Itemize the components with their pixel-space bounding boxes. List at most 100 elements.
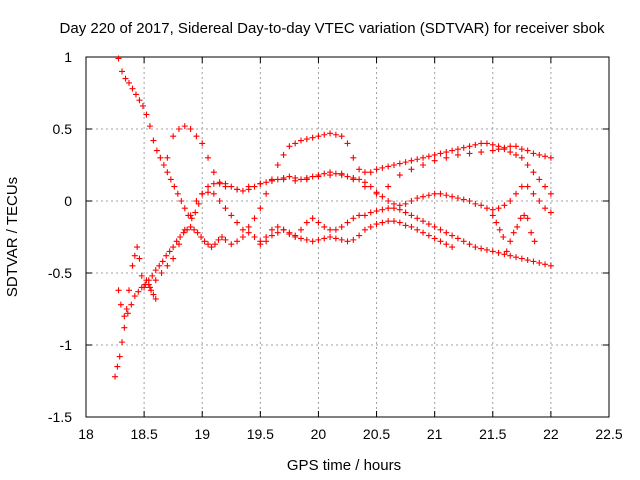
- data-point: [443, 229, 450, 236]
- data-point: [181, 205, 188, 212]
- data-point: [408, 212, 415, 219]
- data-point: [501, 144, 508, 151]
- data-point: [547, 262, 554, 269]
- data-point: [146, 123, 153, 130]
- data-point: [367, 223, 374, 230]
- data-point: [215, 236, 222, 243]
- data-point: [286, 229, 293, 236]
- data-point: [274, 162, 281, 168]
- data-point: [408, 198, 415, 204]
- data-point: [115, 287, 122, 294]
- data-point: [181, 123, 188, 130]
- data-point: [131, 293, 138, 300]
- data-point: [472, 200, 479, 207]
- plot-frame: [85, 56, 610, 418]
- data-point: [472, 141, 479, 148]
- data-point: [263, 190, 270, 197]
- data-point: [303, 219, 310, 226]
- data-point: [466, 198, 473, 204]
- data-point: [356, 212, 363, 219]
- data-point: [178, 198, 185, 204]
- data-point: [198, 234, 205, 240]
- data-point: [245, 229, 252, 236]
- data-point: [126, 287, 133, 294]
- data-point: [257, 241, 264, 248]
- data-point: [143, 277, 150, 284]
- data-point: [199, 140, 206, 147]
- data-point: [228, 212, 235, 219]
- data-point: [153, 147, 160, 154]
- data-point: [493, 219, 500, 226]
- data-point: [257, 180, 264, 187]
- data-point: [542, 153, 549, 160]
- data-point: [280, 176, 287, 183]
- data-point: [524, 147, 531, 154]
- data-point: [420, 218, 427, 225]
- data-point: [143, 111, 150, 118]
- data-point: [356, 232, 363, 239]
- data-point: [327, 226, 334, 233]
- data-point: [228, 183, 235, 190]
- data-point: [385, 183, 392, 190]
- data-point: [156, 262, 163, 269]
- data-point: [164, 262, 171, 269]
- data-point: [332, 170, 339, 177]
- data-point: [489, 147, 496, 154]
- data-point: [245, 183, 252, 190]
- data-point: [338, 170, 345, 177]
- data-point: [152, 267, 159, 274]
- data-point: [245, 223, 252, 230]
- data-point: [222, 236, 229, 243]
- series-track-f: [112, 244, 159, 380]
- data-point: [495, 146, 502, 153]
- data-point: [344, 140, 351, 147]
- data-point: [385, 163, 392, 170]
- data-point: [167, 176, 174, 183]
- data-point: [373, 208, 380, 215]
- data-point: [390, 162, 397, 168]
- x-axis-label: GPS time / hours: [287, 457, 401, 474]
- data-point: [454, 146, 461, 153]
- data-point: [152, 295, 159, 302]
- series-track-d: [164, 123, 554, 197]
- data-point: [443, 241, 450, 248]
- data-point: [344, 219, 351, 226]
- data-point: [193, 198, 200, 204]
- data-point: [121, 324, 128, 331]
- x-tick-label: 20: [311, 426, 327, 442]
- data-point: [251, 215, 258, 222]
- data-point: [489, 141, 496, 148]
- x-tick-label: 20.5: [363, 426, 390, 442]
- data-point: [437, 238, 444, 245]
- data-point: [210, 190, 217, 197]
- data-point: [396, 219, 403, 226]
- data-point: [145, 281, 152, 288]
- data-point: [454, 151, 461, 158]
- data-point: [187, 126, 194, 132]
- data-point: [128, 301, 135, 308]
- data-point: [507, 143, 514, 150]
- data-point: [174, 190, 181, 197]
- data-point: [321, 223, 328, 230]
- data-point: [408, 157, 415, 164]
- data-point: [315, 173, 322, 180]
- data-point: [134, 244, 141, 251]
- data-point: [437, 150, 444, 157]
- data-point: [315, 133, 322, 140]
- data-point: [170, 133, 177, 140]
- data-point: [119, 68, 126, 75]
- data-point: [524, 257, 531, 264]
- data-point: [280, 151, 287, 158]
- data-point: [150, 137, 157, 144]
- data-point: [495, 249, 502, 256]
- data-point: [149, 272, 156, 279]
- data-point: [443, 149, 450, 156]
- x-tick-label: 21: [427, 426, 443, 442]
- data-point: [344, 238, 351, 245]
- data-point: [420, 193, 427, 200]
- data-point: [170, 255, 177, 262]
- data-point: [513, 143, 520, 150]
- data-point: [547, 154, 554, 161]
- data-point: [115, 55, 122, 62]
- data-point: [205, 189, 212, 196]
